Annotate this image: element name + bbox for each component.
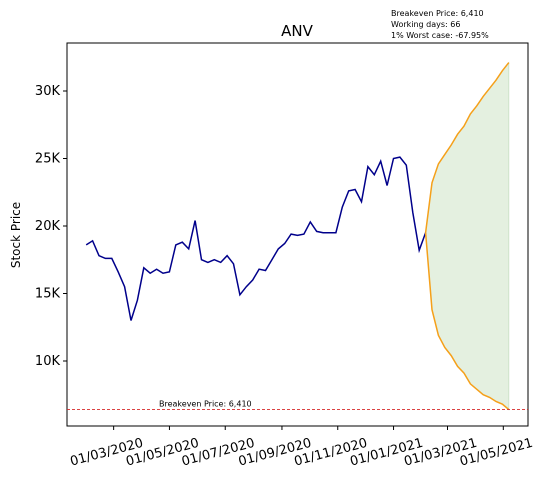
y-tick-label: 25K (35, 151, 61, 166)
forecast-upper (424, 62, 510, 233)
breakeven-label: Breakeven Price: 6,410 (159, 399, 252, 408)
y-tick-label: 10K (35, 354, 61, 369)
annotation: 1% Worst case: -67.95% (391, 31, 489, 40)
forecast-lower (424, 232, 510, 411)
annotation: Working days: 66 (391, 20, 460, 29)
plot-frame (66, 42, 529, 427)
y-axis-label: Stock Price (9, 202, 23, 268)
y-tick-label: 20K (35, 219, 61, 234)
price-line (85, 156, 427, 321)
y-tick-label: 30K (35, 84, 61, 99)
y-tick-label: 15K (35, 286, 61, 301)
chart-title: ANV (281, 22, 313, 40)
forecast-band (425, 61, 510, 411)
annotation: Breakeven Price: 6,410 (391, 9, 484, 18)
